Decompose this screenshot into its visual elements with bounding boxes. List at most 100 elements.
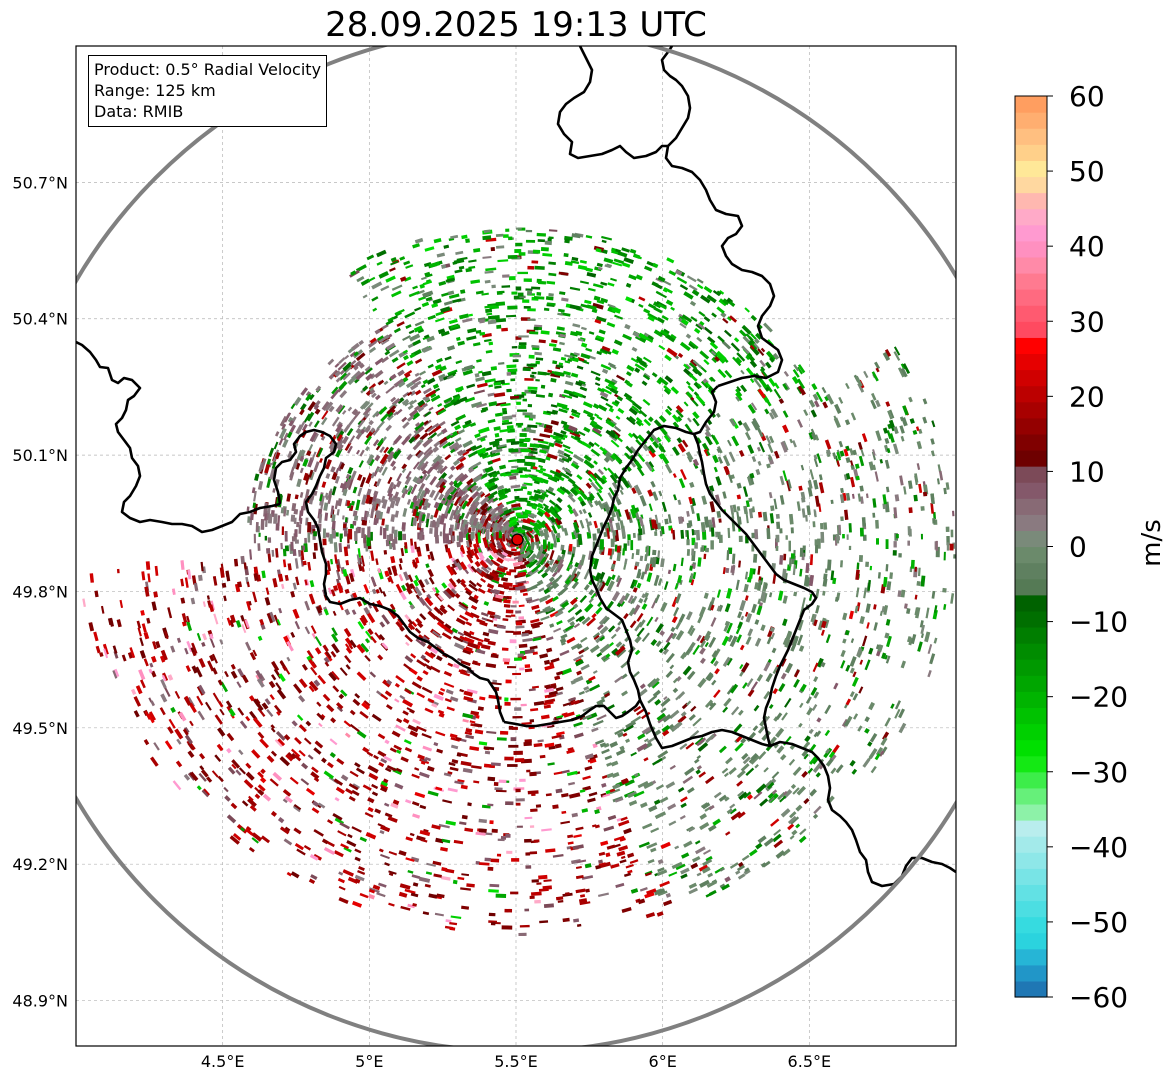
- echo-gate: [257, 635, 263, 641]
- echo-gate: [465, 621, 473, 627]
- echo-gate: [507, 666, 517, 669]
- echo-gate: [344, 588, 350, 594]
- echo-gate: [781, 568, 787, 580]
- echo-gate: [776, 745, 785, 754]
- echo-gate: [830, 499, 834, 505]
- echo-gate: [573, 675, 584, 684]
- echo-gate: [255, 698, 261, 705]
- echo-gate: [696, 278, 704, 284]
- echo-gate: [398, 531, 403, 541]
- echo-gate: [834, 403, 842, 414]
- echo-gate: [523, 741, 532, 747]
- echo-gate: [522, 637, 533, 643]
- echo-gate: [698, 320, 705, 327]
- echo-gate: [257, 480, 264, 491]
- echo-gate: [481, 454, 489, 460]
- echo-gate: [665, 892, 672, 898]
- echo-gate: [196, 695, 204, 706]
- echo-gate: [696, 283, 704, 290]
- echo-gate: [946, 542, 950, 551]
- echo-gate: [642, 398, 651, 406]
- echo-gate: [229, 835, 240, 845]
- echo-gate: [589, 684, 601, 692]
- echo-gate: [562, 917, 570, 923]
- echo-gate: [454, 486, 461, 493]
- echo-gate: [628, 407, 638, 416]
- echo-gate: [708, 485, 715, 492]
- echo-gate: [394, 308, 405, 316]
- echo-gate: [548, 499, 556, 506]
- echo-gate: [504, 756, 514, 761]
- echo-gate: [810, 687, 818, 696]
- echo-gate: [388, 575, 394, 584]
- echo-gate: [221, 582, 227, 588]
- echo-gate: [735, 392, 743, 401]
- echo-gate: [545, 296, 554, 301]
- echo-gate: [516, 467, 527, 471]
- echo-gate: [473, 552, 480, 560]
- echo-gate: [626, 381, 633, 388]
- echo-gate: [518, 342, 527, 346]
- echo-gate: [421, 469, 428, 475]
- echo-gate: [461, 639, 470, 645]
- echo-gate: [558, 408, 568, 414]
- echo-gate: [611, 574, 616, 581]
- echo-gate: [523, 535, 531, 546]
- echo-gate: [751, 420, 759, 431]
- echo-gate: [811, 614, 817, 625]
- echo-gate: [401, 584, 407, 592]
- echo-gate: [512, 359, 519, 363]
- echo-gate: [529, 895, 535, 899]
- echo-gate: [418, 771, 430, 779]
- echo-gate: [898, 553, 902, 558]
- echo-gate: [461, 814, 468, 820]
- echo-gate: [779, 555, 784, 565]
- echo-gate: [238, 767, 246, 775]
- echo-gate: [247, 797, 257, 808]
- echo-gate: [808, 755, 818, 765]
- echo-gate: [252, 591, 258, 603]
- echo-gate: [652, 758, 663, 766]
- echo-gate: [716, 510, 722, 518]
- echo-gate: [777, 590, 784, 601]
- echo-gate: [478, 818, 487, 824]
- echo-gate: [856, 562, 860, 570]
- echo-gate: [589, 644, 600, 654]
- echo-gate: [681, 852, 690, 859]
- echo-gate: [198, 772, 207, 782]
- echo-gate: [658, 376, 669, 386]
- echo-gate: [757, 580, 763, 591]
- echo-gate: [919, 620, 924, 628]
- echo-gate: [846, 715, 853, 722]
- echo-gate: [402, 335, 411, 341]
- echo-gate: [427, 503, 431, 509]
- echo-gate: [507, 472, 519, 477]
- echo-gate: [927, 644, 933, 655]
- echo-gate: [647, 416, 654, 423]
- echo-gate: [506, 425, 514, 430]
- echo-gate: [653, 329, 664, 338]
- echo-gate: [368, 383, 377, 391]
- echo-gate: [739, 664, 744, 670]
- echo-gate: [374, 454, 381, 462]
- echo-gate: [889, 572, 894, 579]
- echo-gate: [757, 511, 763, 518]
- echo-gate: [473, 780, 480, 784]
- echo-gate: [744, 571, 749, 580]
- echo-gate: [459, 313, 469, 320]
- echo-gate: [408, 329, 415, 335]
- echo-gate: [886, 635, 892, 648]
- echo-gate: [496, 290, 503, 295]
- echo-gate: [356, 449, 361, 455]
- echo-gate: [401, 488, 408, 499]
- echo-gate: [772, 833, 782, 843]
- echo-gate: [257, 731, 265, 739]
- echo-gate: [554, 743, 562, 749]
- echo-gate: [534, 351, 542, 356]
- echo-gate: [693, 381, 702, 390]
- echo-gate: [488, 401, 498, 407]
- echo-gate: [502, 658, 511, 662]
- echo-gate: [540, 615, 550, 621]
- echo-gate: [495, 532, 499, 541]
- echo-gate: [437, 709, 445, 715]
